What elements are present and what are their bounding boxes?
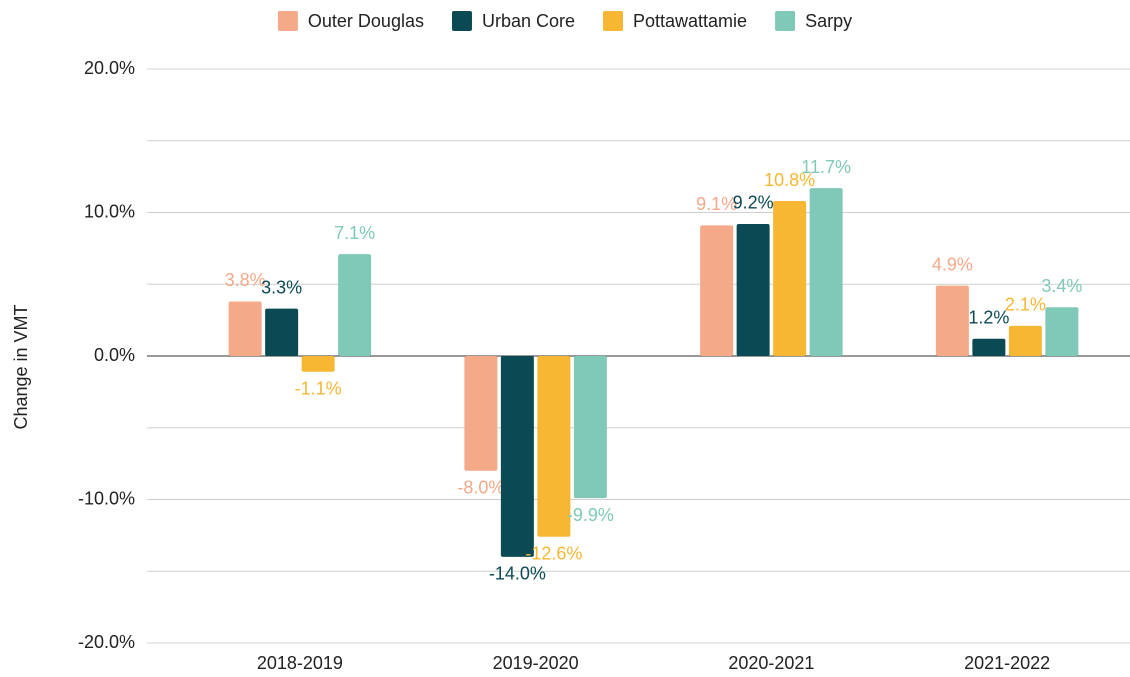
legend-swatch [277, 11, 298, 31]
x-tick-label: 2020-2021 [728, 653, 814, 673]
y-tick-label: 20.0% [84, 58, 135, 78]
bar [1045, 307, 1079, 356]
legend-label: Pottawattamie [633, 11, 747, 31]
data-label: -14.0% [489, 564, 546, 584]
data-label: 9.1% [696, 194, 737, 214]
data-label: 3.8% [225, 270, 266, 290]
data-label: -9.9% [567, 505, 614, 525]
data-label: 4.9% [932, 254, 973, 274]
x-tick-label: 2021-2022 [964, 653, 1050, 673]
bar [464, 356, 498, 471]
data-label: 7.1% [334, 223, 375, 243]
data-label: 11.7% [801, 157, 851, 177]
bar [809, 188, 843, 356]
legend-swatch [451, 11, 472, 31]
data-label: 3.3% [261, 277, 302, 297]
data-label: -8.0% [457, 478, 504, 498]
y-tick-label: -20.0% [78, 632, 135, 652]
y-tick-label: 10.0% [84, 201, 135, 221]
bar [301, 356, 335, 372]
bar [736, 223, 770, 356]
bar [228, 301, 262, 356]
x-tick-label: 2019-2020 [493, 653, 579, 673]
bar [773, 201, 807, 356]
data-label: -12.6% [525, 544, 582, 564]
y-tick-label: 0.0% [94, 345, 135, 365]
legend-label: Urban Core [482, 11, 575, 31]
bar [537, 356, 571, 537]
bar [573, 356, 607, 499]
bar [1008, 325, 1042, 356]
legend-label: Sarpy [805, 11, 852, 31]
bar [972, 338, 1006, 356]
y-tick-label: -10.0% [78, 488, 135, 508]
data-label: 9.2% [733, 193, 774, 213]
data-label: 3.4% [1041, 276, 1082, 296]
data-label: -1.1% [295, 379, 342, 399]
legend-swatch [603, 11, 624, 31]
y-axis-title: Change in VMT [11, 304, 31, 429]
data-label: 2.1% [1005, 295, 1046, 315]
data-label: 10.8% [764, 170, 815, 190]
bar [500, 356, 534, 557]
bar [700, 225, 734, 356]
x-tick-label: 2018-2019 [257, 653, 343, 673]
legend-label: Outer Douglas [308, 11, 424, 31]
bar [338, 254, 372, 356]
bar [935, 285, 969, 356]
legend-swatch [775, 11, 796, 31]
bar [265, 308, 299, 356]
data-label: 1.2% [968, 308, 1009, 328]
